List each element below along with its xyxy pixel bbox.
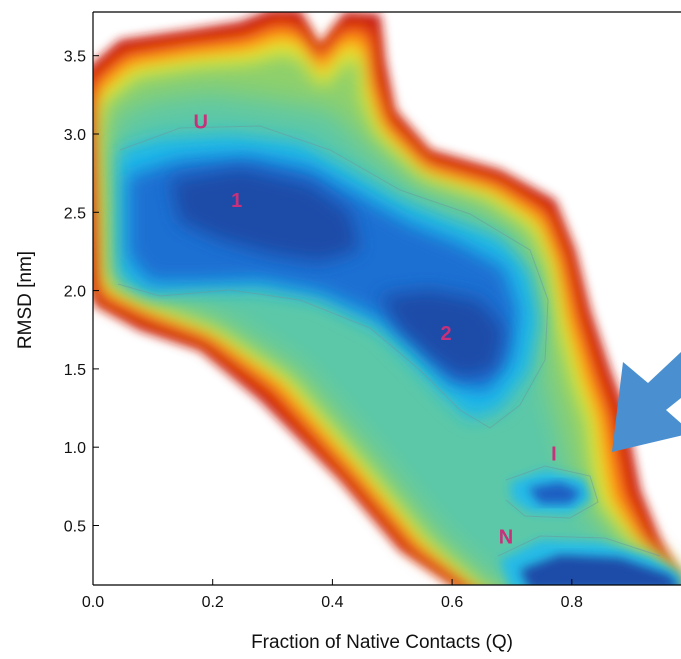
y-tick-label: 2.0 <box>64 284 86 301</box>
pointer-arrow <box>612 352 681 452</box>
state-label-u: U <box>194 111 208 133</box>
arrow-shape <box>612 352 681 452</box>
x-axis-ticks: 0.0 0.2 0.4 0.6 0.8 <box>82 579 583 611</box>
contour-lines <box>117 125 661 557</box>
x-axis-title: Fraction of Native Contacts (Q) <box>251 632 513 653</box>
state-label-2: 2 <box>441 323 452 345</box>
heatmap-area <box>93 12 681 585</box>
basin-N-blue <box>520 555 678 585</box>
state-label-1: 1 <box>231 190 242 212</box>
y-axis-title: RMSD [nm] <box>15 251 36 349</box>
x-tick-label: 0.0 <box>82 594 104 611</box>
y-tick-label: 1.0 <box>64 440 86 457</box>
x-tick-label: 0.2 <box>202 594 224 611</box>
x-tick-label: 0.6 <box>441 594 463 611</box>
basin-deep-2 <box>380 290 505 378</box>
state-annotations: U 1 2 I N <box>194 111 557 548</box>
state-label-n: N <box>499 526 513 548</box>
axes-frame <box>92 11 681 586</box>
x-tick-label: 0.4 <box>321 594 343 611</box>
y-tick-label: 3.5 <box>64 49 86 66</box>
y-tick-label: 0.5 <box>64 518 86 535</box>
basin-I-blue <box>528 482 582 504</box>
y-axis-ticks: 0.5 1.0 1.5 2.0 2.5 3.0 3.5 <box>64 49 99 535</box>
basin-deep-1 <box>170 168 360 262</box>
energy-basins <box>118 134 681 585</box>
y-tick-label: 2.5 <box>64 205 86 222</box>
y-tick-label: 1.5 <box>64 362 86 379</box>
y-tick-label: 3.0 <box>64 127 86 144</box>
state-label-i: I <box>551 443 557 465</box>
x-tick-label: 0.8 <box>561 594 583 611</box>
